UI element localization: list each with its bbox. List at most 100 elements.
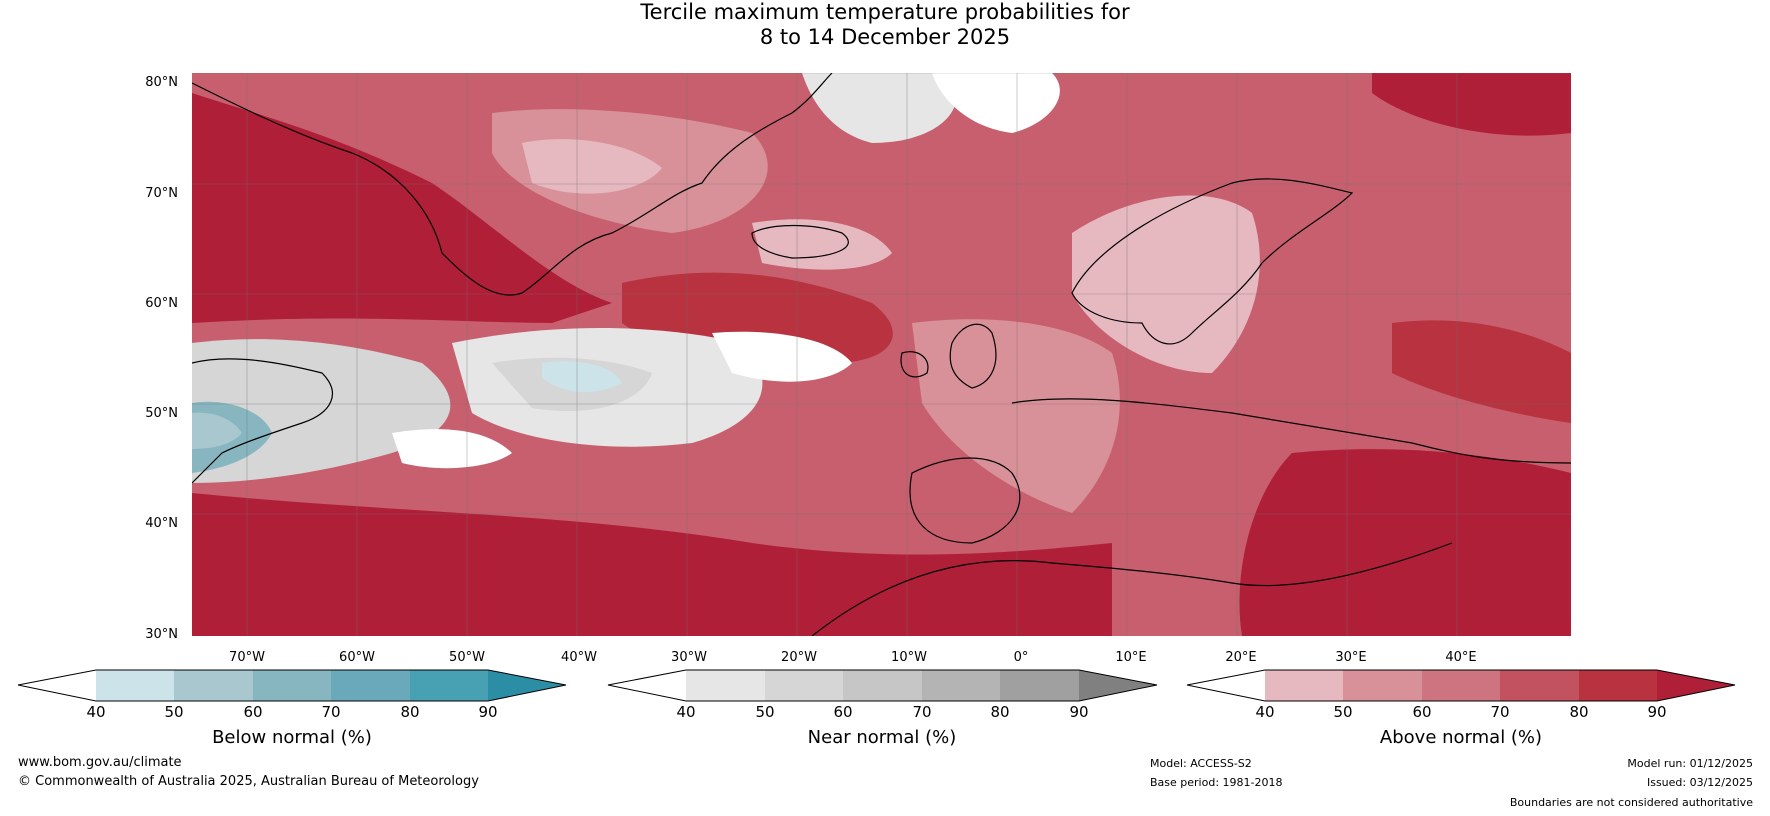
title-line-2: 8 to 14 December 2025 (759, 25, 1011, 49)
below-normal-tick-90: 90 (478, 703, 498, 721)
coastline-iberia (909, 457, 1021, 544)
near-normal-swatch-under-40 (608, 670, 686, 701)
below-normal-swatch-40-50 (96, 670, 174, 701)
above-normal-swatch-80-90 (1579, 670, 1657, 701)
below-normal-inner (192, 412, 242, 449)
chart-title: Tercile maximum temperature probabilitie… (0, 0, 1770, 50)
below-normal-swatch-60-70 (253, 670, 331, 701)
footer-copyright: © Commonwealth of Australia 2025, Austra… (18, 774, 479, 789)
deep-red-eastern-med (1239, 449, 1571, 636)
graticule (192, 73, 1571, 636)
above-normal-tick-50: 50 (1333, 703, 1353, 721)
pink-western-europe (912, 319, 1120, 513)
above-normal-swatch-40-50 (1265, 670, 1343, 701)
above-normal-tick-60: 60 (1412, 703, 1432, 721)
above-normal-tick-80: 80 (1569, 703, 1589, 721)
above-normal-title: Above normal (%) (1379, 727, 1543, 748)
lon-label-10e: 10°E (1115, 650, 1147, 665)
lon-label-0: 0° (1013, 650, 1029, 665)
above-normal-swatch-70-80 (1500, 670, 1579, 701)
near-normal-swatch-80-90 (1000, 670, 1079, 701)
lon-label-30e: 30°E (1335, 650, 1367, 665)
white-svalbard-sea (932, 73, 1060, 133)
below-normal-title: Below normal (%) (212, 727, 372, 748)
lon-label-20w: 20°W (781, 650, 817, 665)
lon-label-20e: 20°E (1225, 650, 1257, 665)
near-normal-tick-70: 70 (912, 703, 932, 721)
footer-base-period: Base period: 1981-2018 (1150, 776, 1283, 789)
near-normal-title: Near normal (%) (807, 727, 957, 748)
lon-label-40e: 40°E (1445, 650, 1477, 665)
footer-website: www.bom.gov.au/climate (18, 755, 182, 770)
lat-label-60n: 60°N (145, 296, 178, 311)
lat-label-70n: 70°N (145, 186, 178, 201)
near-normal-swatch-60-70 (843, 670, 922, 701)
deep-red-arctic-east (1372, 73, 1571, 136)
footer-issued: Issued: 03/12/2025 (1646, 776, 1753, 789)
near-normal-greenland-sea (802, 73, 958, 143)
above-normal-swatch-over-90 (1657, 670, 1735, 701)
deep-red-greenland-sea (192, 93, 612, 323)
colorbar-below-normal (17, 669, 567, 702)
footer-model: Model: ACCESS-S2 (1150, 757, 1252, 770)
lon-label-40w: 40°W (561, 650, 597, 665)
above-normal-tick-90: 90 (1647, 703, 1667, 721)
lat-label-30n: 30°N (145, 627, 178, 642)
white-atlantic (392, 429, 512, 469)
coastline-ireland (900, 351, 929, 378)
map-svg (192, 73, 1571, 636)
below-normal-tick-50: 50 (164, 703, 184, 721)
below-normal-tick-80: 80 (400, 703, 420, 721)
near-normal-tick-90: 90 (1069, 703, 1089, 721)
above-normal-swatch-60-70 (1422, 670, 1500, 701)
lon-label-50w: 50°W (449, 650, 485, 665)
probability-map (192, 73, 1571, 636)
light-pink-greenland (522, 139, 662, 194)
coastline-europe-south (1011, 398, 1571, 464)
below-normal-swatch-50-60 (174, 670, 253, 701)
lon-label-70w: 70°W (229, 650, 265, 665)
footer-model-run: Model run: 01/12/2025 (1627, 757, 1753, 770)
red-russia (1392, 320, 1571, 423)
below-normal-swatch-over-90 (488, 670, 566, 701)
coastline-north-africa (811, 542, 1453, 636)
above-normal-swatch-under-40 (1187, 670, 1265, 701)
light-pink-scandinavia (1072, 195, 1260, 373)
lat-label-80n: 80°N (145, 75, 178, 90)
above-normal-tick-40: 40 (1255, 703, 1275, 721)
footer-disclaimer: Boundaries are not considered authoritat… (1509, 796, 1753, 809)
coastline-greenland (192, 73, 833, 296)
near-normal-swatch-50-60 (765, 670, 843, 701)
below-normal-swatch-70-80 (331, 670, 410, 701)
near-normal-swatch-over-90 (1079, 670, 1157, 701)
below-normal-tick-40: 40 (86, 703, 106, 721)
lat-label-50n: 50°N (145, 406, 178, 421)
white-central-atlantic (712, 331, 852, 382)
near-normal-tick-50: 50 (755, 703, 775, 721)
colorbar-near-normal (607, 669, 1158, 702)
lon-label-60w: 60°W (339, 650, 375, 665)
above-normal-swatch-50-60 (1343, 670, 1422, 701)
above-normal-tick-70: 70 (1490, 703, 1510, 721)
coastline-britain (949, 323, 997, 389)
coastline-iceland (751, 224, 849, 259)
near-normal-tick-60: 60 (833, 703, 853, 721)
below-normal-mid-atlantic (542, 361, 622, 393)
title-line-1: Tercile maximum temperature probabilitie… (640, 0, 1130, 24)
coastline-north-america (192, 358, 333, 484)
lon-label-10w: 10°W (891, 650, 927, 665)
coastlines (192, 73, 1571, 636)
below-normal-tick-60: 60 (243, 703, 263, 721)
near-normal-tick-80: 80 (990, 703, 1010, 721)
near-normal-swatch-40-50 (686, 670, 765, 701)
colorbars-svg (17, 669, 1736, 702)
lon-label-30w: 30°W (671, 650, 707, 665)
colorbar-above-normal (1186, 669, 1736, 702)
below-normal-tick-70: 70 (321, 703, 341, 721)
lat-label-40n: 40°N (145, 516, 178, 531)
below-normal-swatch-80-90 (410, 670, 488, 701)
deep-red-subtropics (192, 493, 1112, 636)
coastline-scandinavia (1071, 178, 1354, 345)
below-normal-swatch-under-40 (18, 670, 96, 701)
near-normal-tick-40: 40 (676, 703, 696, 721)
